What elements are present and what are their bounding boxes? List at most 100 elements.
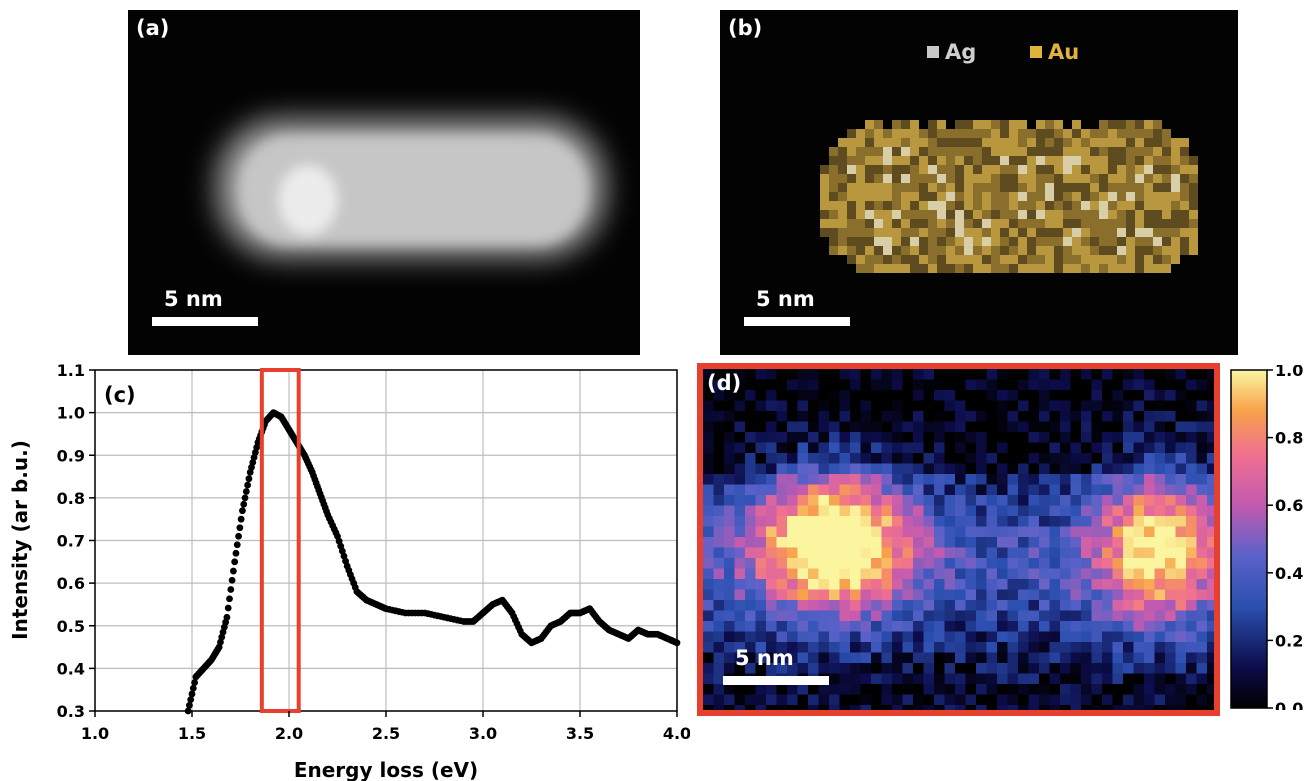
scale-bar: [723, 676, 829, 685]
eds-pixel: [973, 210, 982, 219]
eds-pixel: [1090, 183, 1099, 192]
map-pixel: [1081, 484, 1092, 496]
map-pixel: [1175, 495, 1187, 506]
map-pixel: [986, 411, 998, 422]
map-pixel: [724, 610, 735, 622]
eds-pixel: [847, 237, 856, 246]
eds-pixel: [1189, 183, 1198, 192]
map-pixel: [944, 694, 956, 706]
eds-pixel: [892, 246, 901, 255]
eds-pixel: [838, 183, 847, 192]
map-pixel: [1091, 673, 1103, 685]
map-pixel: [839, 495, 851, 506]
map-pixel: [997, 411, 1008, 422]
map-pixel: [1102, 516, 1113, 527]
eds-pixel: [856, 246, 865, 255]
map-pixel: [734, 495, 746, 506]
map-pixel: [1154, 400, 1166, 412]
map-pixel: [734, 589, 746, 601]
map-pixel: [1060, 432, 1071, 443]
map-pixel: [976, 558, 987, 569]
map-pixel: [934, 390, 945, 401]
map-pixel: [766, 652, 777, 664]
map-pixel: [1165, 526, 1176, 538]
map-pixel: [1144, 442, 1155, 454]
map-pixel: [955, 568, 966, 580]
map-pixel: [776, 421, 788, 433]
map-pixel: [892, 568, 903, 580]
map-pixel: [755, 705, 767, 710]
map-pixel: [1102, 400, 1113, 412]
map-pixel: [976, 495, 987, 506]
eds-pixel: [1090, 210, 1099, 219]
eds-pixel: [865, 129, 874, 138]
map-pixel: [713, 484, 725, 496]
map-pixel: [944, 442, 956, 454]
eds-pixel: [937, 156, 946, 165]
eds-pixel: [1108, 264, 1117, 273]
map-pixel: [1144, 526, 1155, 538]
map-pixel: [766, 600, 777, 611]
map-pixel: [1175, 547, 1187, 559]
map-pixel: [1060, 705, 1071, 710]
map-pixel: [955, 484, 966, 496]
eds-pixel: [1090, 165, 1099, 174]
eds-pixel: [1126, 147, 1135, 156]
eds-pixel: [910, 201, 919, 210]
map-pixel: [1112, 411, 1124, 422]
map-pixel: [1091, 379, 1103, 391]
map-pixel: [766, 684, 777, 695]
eds-pixel: [955, 183, 964, 192]
eds-pixel: [1072, 156, 1081, 165]
map-pixel: [1049, 694, 1061, 706]
map-pixel: [1091, 642, 1103, 653]
eds-pixel: [919, 264, 928, 273]
map-pixel: [1207, 411, 1214, 422]
map-pixel: [1175, 558, 1187, 569]
eds-pixel: [964, 129, 973, 138]
map-pixel: [1049, 390, 1061, 401]
map-pixel: [913, 642, 924, 653]
eds-pixel: [874, 129, 883, 138]
map-pixel: [1207, 421, 1214, 433]
map-pixel: [1144, 484, 1155, 496]
eds-pixel: [892, 120, 901, 129]
map-pixel: [1081, 621, 1092, 632]
eds-pixel: [1162, 201, 1171, 210]
eds-pixel: [892, 264, 901, 273]
map-pixel: [787, 589, 798, 601]
map-pixel: [1039, 621, 1050, 632]
map-pixel: [1144, 642, 1155, 653]
map-pixel: [1102, 484, 1113, 496]
eds-pixel: [1108, 210, 1117, 219]
eds-pixel: [829, 237, 838, 246]
map-pixel: [1196, 589, 1208, 601]
map-pixel: [1196, 379, 1208, 391]
eds-pixel: [1000, 237, 1009, 246]
map-pixel: [881, 631, 893, 643]
y-tick-label: 0.6: [57, 574, 85, 593]
map-pixel: [808, 610, 819, 622]
map-pixel: [703, 694, 714, 706]
map-pixel: [1081, 421, 1092, 433]
map-pixel: [965, 526, 977, 538]
eds-pixel: [892, 228, 901, 237]
map-pixel: [965, 411, 977, 422]
map-pixel: [997, 631, 1008, 643]
eds-pixel: [1108, 174, 1117, 183]
map-pixel: [871, 442, 882, 454]
map-pixel: [997, 610, 1008, 622]
map-pixel: [934, 579, 945, 590]
y-tick-label: 0.5: [57, 617, 85, 636]
map-pixel: [976, 568, 987, 580]
map-pixel: [902, 673, 914, 685]
map-pixel: [965, 516, 977, 527]
map-pixel: [902, 694, 914, 706]
map-pixel: [871, 589, 882, 601]
map-pixel: [913, 400, 924, 412]
map-pixel: [724, 463, 735, 475]
map-pixel: [850, 516, 861, 527]
eds-pixel: [1108, 246, 1117, 255]
map-pixel: [944, 705, 956, 710]
eds-pixel: [1108, 201, 1117, 210]
